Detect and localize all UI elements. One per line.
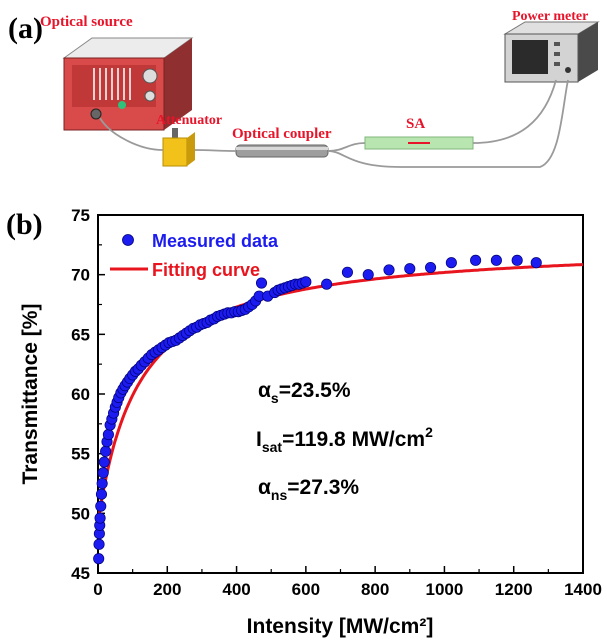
power-meter-icon: [503, 21, 600, 83]
measured-point: [511, 254, 523, 266]
y-tick-label: 75: [71, 206, 90, 225]
measured-point: [93, 538, 105, 550]
measured-point: [425, 261, 437, 274]
y-tick-label: 65: [71, 325, 90, 344]
power-meter-label: Power meter: [512, 9, 588, 24]
measured-point: [300, 276, 312, 288]
y-tick-label: 50: [71, 504, 90, 523]
panel-b-letter: (b): [6, 208, 43, 241]
y-tick-label: 70: [71, 266, 90, 285]
y-tick-label: 45: [71, 564, 90, 583]
setup-diagram: (a) Optical source Attenuator Optical co…: [8, 9, 600, 168]
legend: Measured data Fitting curve: [110, 231, 279, 280]
legend-label-measured: Measured data: [152, 231, 279, 251]
legend-label-fit: Fitting curve: [152, 260, 260, 280]
measured-point: [362, 269, 374, 281]
measured-point: [96, 477, 108, 490]
x-tick-label: 800: [361, 580, 389, 599]
measured-point: [470, 254, 482, 266]
x-tick-label: 600: [292, 580, 320, 599]
y-axis-label: Transmittance [%]: [19, 304, 42, 485]
fit-parameters: αs=23.5% Isat=119.8 MW/cm2 αns=27.3%: [256, 379, 433, 503]
measured-point: [404, 263, 416, 275]
points-layer: [93, 254, 542, 565]
x-tick-label: 400: [222, 580, 250, 599]
isat-annotation: Isat=119.8 MW/cm2: [256, 424, 433, 455]
attenuator-label: Attenuator: [156, 113, 222, 128]
x-tick-label: 1000: [426, 580, 464, 599]
x-tick-label: 1400: [564, 580, 602, 599]
y-tick-label: 60: [71, 385, 90, 404]
measured-point: [95, 500, 107, 512]
measured-point: [341, 266, 353, 278]
optical-source-label: Optical source: [40, 14, 133, 30]
measured-point: [383, 264, 395, 276]
attenuator-icon: [162, 128, 195, 167]
optical-coupler-label: Optical coupler: [232, 126, 332, 142]
measured-point: [98, 456, 110, 468]
measured-point: [93, 553, 105, 565]
measured-point: [95, 488, 108, 500]
x-tick-label: 200: [153, 580, 181, 599]
alpha-ns-annotation: αns=27.3%: [258, 476, 359, 503]
measured-point: [255, 277, 268, 289]
x-tick-label: 1200: [495, 580, 533, 599]
y-tick-label: 55: [71, 445, 90, 464]
panel-a-letter: (a): [8, 12, 43, 45]
x-axis-label: Intensity [MW/cm²]: [247, 615, 434, 638]
fiber-lines: [99, 79, 569, 168]
sa-label: SA: [406, 116, 425, 132]
x-tick-label: 0: [93, 580, 102, 599]
measured-point: [100, 445, 112, 457]
measured-point: [321, 278, 333, 290]
optical-coupler-icon: [235, 144, 329, 158]
sa-icon: [364, 136, 474, 150]
transmittance-chart: (b) 0 200 400 600 800 1000 1200 1400 45 50 55 60 65 7…: [6, 206, 602, 638]
measured-point: [94, 512, 106, 524]
measured-point: [97, 467, 109, 479]
alpha-s-annotation: αs=23.5%: [258, 379, 351, 406]
legend-marker-measured: [122, 234, 134, 246]
optical-source-icon: [62, 37, 194, 131]
measured-point: [102, 429, 114, 441]
measured-point: [490, 254, 502, 266]
measured-point: [530, 257, 542, 269]
axis-ticks: 0 200 400 600 800 1000 1200 1400 45 50 55 60 65 70 75: [71, 206, 602, 599]
measured-point: [445, 257, 457, 269]
